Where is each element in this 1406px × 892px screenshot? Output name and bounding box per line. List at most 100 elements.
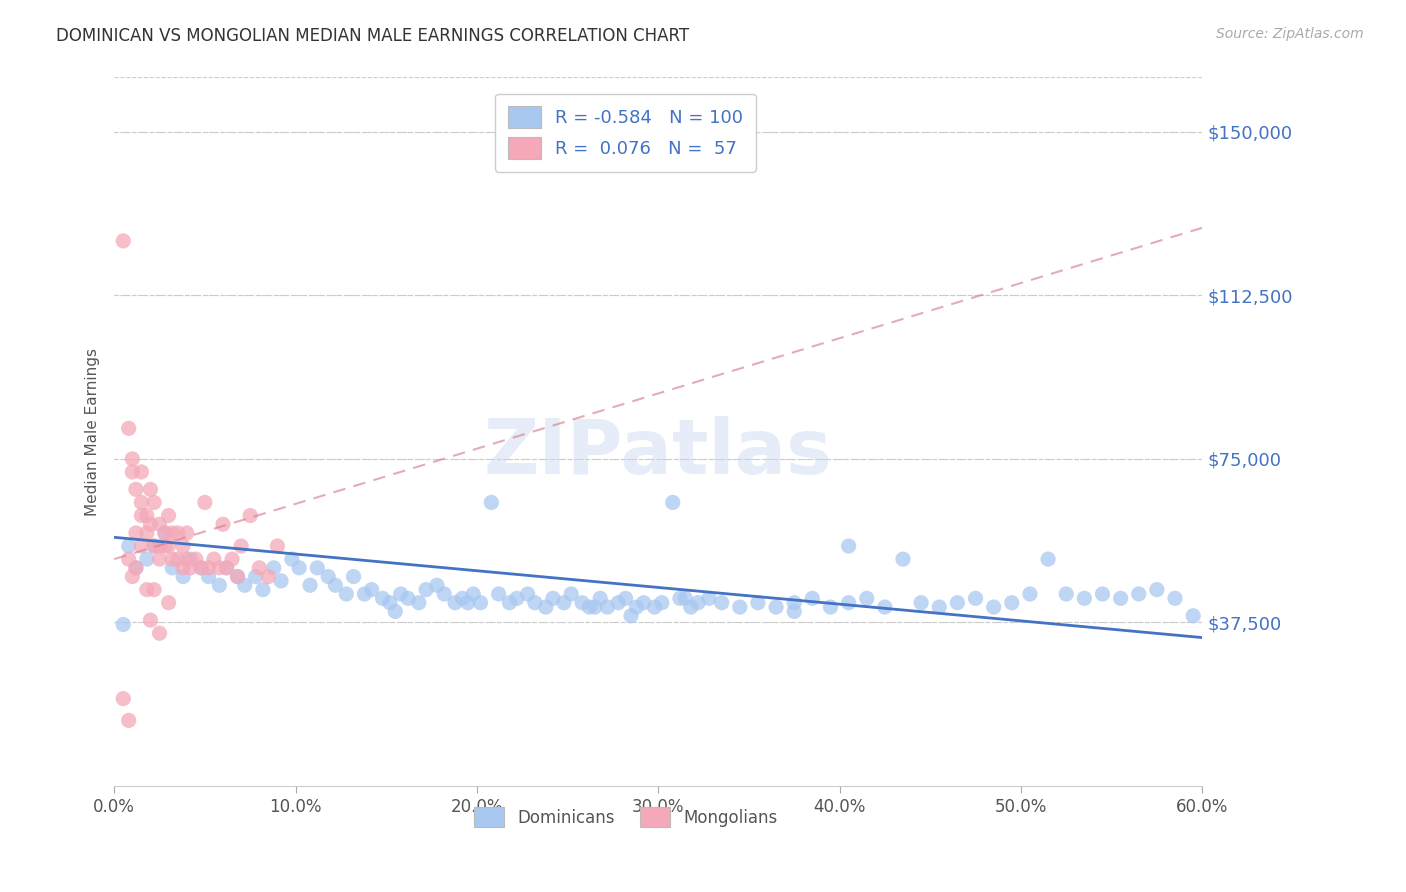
Point	[125, 483, 148, 497]
Point	[179, 552, 201, 566]
Point	[541, 591, 564, 606]
Point	[488, 587, 510, 601]
Point	[160, 552, 183, 566]
Point	[153, 525, 176, 540]
Point	[1164, 591, 1187, 606]
Point	[335, 587, 357, 601]
Point	[946, 596, 969, 610]
Point	[516, 587, 538, 601]
Point	[965, 591, 987, 606]
Point	[1109, 591, 1132, 606]
Point	[451, 591, 474, 606]
Point	[184, 552, 207, 566]
Point	[247, 561, 270, 575]
Point	[820, 600, 842, 615]
Point	[121, 451, 143, 466]
Point	[307, 561, 329, 575]
Point	[389, 587, 412, 601]
Point	[498, 596, 520, 610]
Point	[553, 596, 575, 610]
Point	[112, 234, 135, 248]
Point	[688, 596, 710, 610]
Point	[620, 608, 643, 623]
Point	[353, 587, 375, 601]
Point	[166, 552, 188, 566]
Point	[765, 600, 787, 615]
Point	[208, 561, 231, 575]
Point	[384, 604, 406, 618]
Point	[1019, 587, 1042, 601]
Point	[245, 569, 267, 583]
Point	[139, 483, 162, 497]
Point	[838, 596, 860, 610]
Point	[783, 604, 806, 618]
Point	[135, 525, 157, 540]
Point	[233, 578, 256, 592]
Point	[506, 591, 529, 606]
Point	[118, 421, 141, 435]
Point	[125, 561, 148, 575]
Point	[226, 569, 249, 583]
Point	[172, 569, 194, 583]
Point	[160, 561, 183, 575]
Point	[560, 587, 582, 601]
Y-axis label: Median Male Earnings: Median Male Earnings	[86, 348, 100, 516]
Point	[112, 691, 135, 706]
Point	[135, 552, 157, 566]
Point	[135, 582, 157, 597]
Point	[669, 591, 692, 606]
Point	[891, 552, 914, 566]
Point	[131, 539, 153, 553]
Point	[157, 508, 180, 523]
Text: Source: ZipAtlas.com: Source: ZipAtlas.com	[1216, 27, 1364, 41]
Point	[1128, 587, 1150, 601]
Point	[728, 600, 751, 615]
Point	[534, 600, 557, 615]
Point	[215, 561, 238, 575]
Point	[118, 714, 141, 728]
Point	[288, 561, 311, 575]
Point	[783, 596, 806, 610]
Point	[148, 552, 170, 566]
Point	[463, 587, 485, 601]
Point	[801, 591, 824, 606]
Point	[179, 561, 201, 575]
Point	[118, 552, 141, 566]
Point	[626, 600, 648, 615]
Point	[523, 596, 546, 610]
Point	[160, 525, 183, 540]
Point	[143, 539, 166, 553]
Point	[910, 596, 932, 610]
Point	[212, 517, 235, 532]
Point	[415, 582, 437, 597]
Point	[139, 613, 162, 627]
Point	[855, 591, 877, 606]
Point	[202, 552, 225, 566]
Point	[121, 465, 143, 479]
Point	[194, 495, 217, 509]
Point	[583, 600, 606, 615]
Point	[266, 539, 288, 553]
Point	[131, 508, 153, 523]
Point	[470, 596, 492, 610]
Point	[172, 539, 194, 553]
Point	[378, 596, 401, 610]
Point	[125, 561, 148, 575]
Point	[1001, 596, 1024, 610]
Point	[983, 600, 1005, 615]
Point	[281, 552, 304, 566]
Point	[596, 600, 619, 615]
Point	[673, 591, 696, 606]
Point	[1054, 587, 1077, 601]
Point	[112, 617, 135, 632]
Point	[208, 578, 231, 592]
Point	[396, 591, 419, 606]
Point	[408, 596, 430, 610]
Legend: Dominicans, Mongolians: Dominicans, Mongolians	[467, 800, 785, 834]
Point	[197, 561, 219, 575]
Point	[479, 495, 502, 509]
Point	[252, 582, 274, 597]
Point	[1091, 587, 1114, 601]
Point	[176, 552, 198, 566]
Point	[270, 574, 292, 588]
